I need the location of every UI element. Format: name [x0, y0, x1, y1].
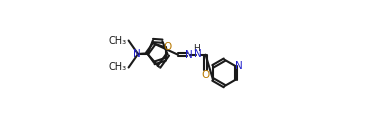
Text: CH₃: CH₃: [108, 36, 126, 45]
Text: N: N: [133, 49, 141, 59]
Text: N: N: [185, 50, 192, 60]
Text: N: N: [235, 61, 243, 71]
Text: O: O: [201, 70, 210, 80]
Text: CH₃: CH₃: [108, 63, 126, 72]
Text: N: N: [194, 49, 202, 59]
Text: O: O: [164, 42, 172, 52]
Text: H: H: [193, 44, 200, 53]
